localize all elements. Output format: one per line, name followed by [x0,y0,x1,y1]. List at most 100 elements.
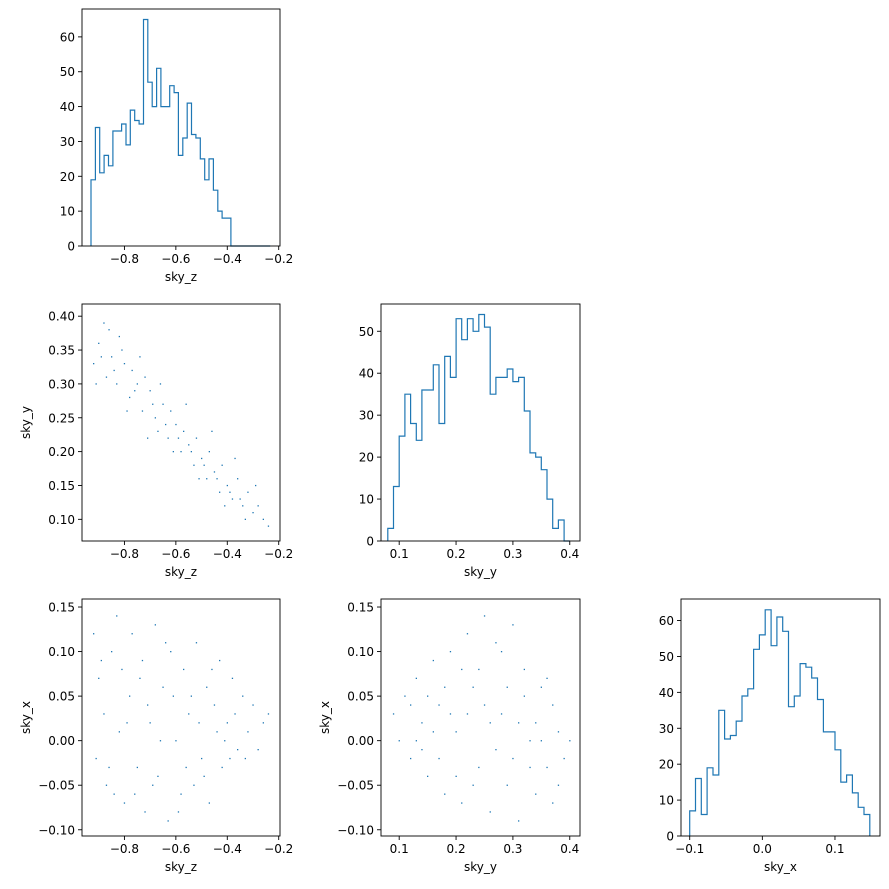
scatter-point [552,704,554,706]
scatter-point [103,713,105,715]
scatter-point [546,677,548,679]
scatter-point [219,491,221,493]
y-tick-label: 50 [60,65,75,79]
scatter-point [188,444,190,446]
scatter-point [201,757,203,760]
scatter-point [557,731,560,733]
scatter-point [221,766,223,769]
scatter-point [455,731,457,733]
scatter-point [216,478,218,480]
scatter-point [226,484,228,487]
scatter-point [242,505,244,507]
scatter-point [159,383,162,385]
scatter-point [129,396,131,399]
y-tick-label: 0.25 [48,411,75,425]
y-tick-label: 30 [359,409,374,423]
scatter-point [242,695,244,697]
x-tick-label: −0.8 [110,842,139,856]
scatter-point [123,363,126,365]
scatter-point [208,451,210,453]
scatter-point [105,784,108,786]
scatter-point [198,722,200,724]
scatter-point [95,757,97,760]
scatter-point [213,704,216,706]
axes-frame [81,598,281,837]
x-tick-label: 0.1 [390,842,409,856]
scatter-point [262,722,264,724]
scatter-point [427,775,429,777]
scatter-point [206,478,208,480]
scatter-point [100,659,102,662]
scatter-point [552,802,554,804]
scatter-point [557,784,560,786]
scatter-point [512,624,514,626]
scatter-point [183,430,185,432]
y-tick-label: 20 [359,451,374,465]
y-tick-label: 0 [366,535,374,549]
scatter-point [483,615,486,617]
y-tick-label: 20 [60,170,75,184]
scatter-point [221,464,223,466]
scatter-point [185,403,187,405]
y-tick-label: 0.20 [48,445,75,459]
y-tick-label: 0.00 [347,734,374,748]
scatter-point [427,695,429,697]
scatter-point [103,322,105,324]
scatter-point [229,757,231,760]
scatter-point [449,713,452,715]
scatter-point [563,757,565,760]
scatter-point [177,437,180,439]
scatter-point [244,518,246,520]
x-tick-label: 0.1 [825,842,844,856]
scatter-point [438,704,440,706]
y-tick-label: 0 [666,830,674,844]
y-tick-label: 0.00 [48,734,75,748]
y-tick-label: 10 [60,205,75,219]
scatter-sky-z-vs-sky-x-panel: −0.8 −0.6 −0.4 −0.2 −0.10 −0.05 0.00 0.05 0.10 0.… [19,598,293,874]
scatter-sky-y-vs-sky-x-panel: 0.1 0.2 0.3 0.4 −0.10 −0.05 0.00 0.05 0.10 0.15 sk… [318,598,581,874]
scatter-point [529,766,531,769]
scatter-point [162,686,164,688]
scatter-point [195,642,198,644]
x-tick-label: −0.1 [675,842,704,856]
scatter-point [98,677,100,679]
scatter-point [432,659,434,662]
y-axis-label: sky_x [19,701,33,734]
y-tick-label: 50 [659,650,674,664]
scatter-point [118,335,120,338]
scatter-point [100,356,102,358]
scatter-point [478,766,480,769]
y-tick-label: 0.15 [48,601,75,615]
scatter-point [466,713,469,715]
scatter-point [219,659,221,662]
scatter-point [157,775,159,777]
scatter-point [208,802,210,804]
scatter-point [113,369,115,372]
scatter-point [252,512,254,514]
scatter-point [506,686,508,688]
scatter-point [113,793,115,795]
scatter-point [147,704,149,706]
scatter-point [455,775,457,777]
scatter-point [546,766,548,769]
scatter-point [239,498,241,500]
y-tick-label: 30 [60,135,75,149]
y-tick-label: 60 [659,614,674,628]
scatter-point [216,731,218,733]
scatter-point [211,668,213,671]
scatter-point [195,437,198,439]
scatter-point [237,478,239,480]
scatter-point [180,793,182,795]
y-tick-label: 0.05 [48,690,75,704]
scatter-point [126,410,128,412]
scatter-point [172,695,174,697]
x-tick-label: 0.0 [753,842,772,856]
scatter-point [444,686,446,688]
y-tick-label: 40 [60,100,75,114]
scatter-point [175,740,177,742]
scatter-point [154,417,156,419]
scatter-point [438,757,440,760]
x-axis-label: sky_x [764,860,797,874]
x-tick-label: 0.4 [560,842,579,856]
scatter-point [206,686,208,688]
